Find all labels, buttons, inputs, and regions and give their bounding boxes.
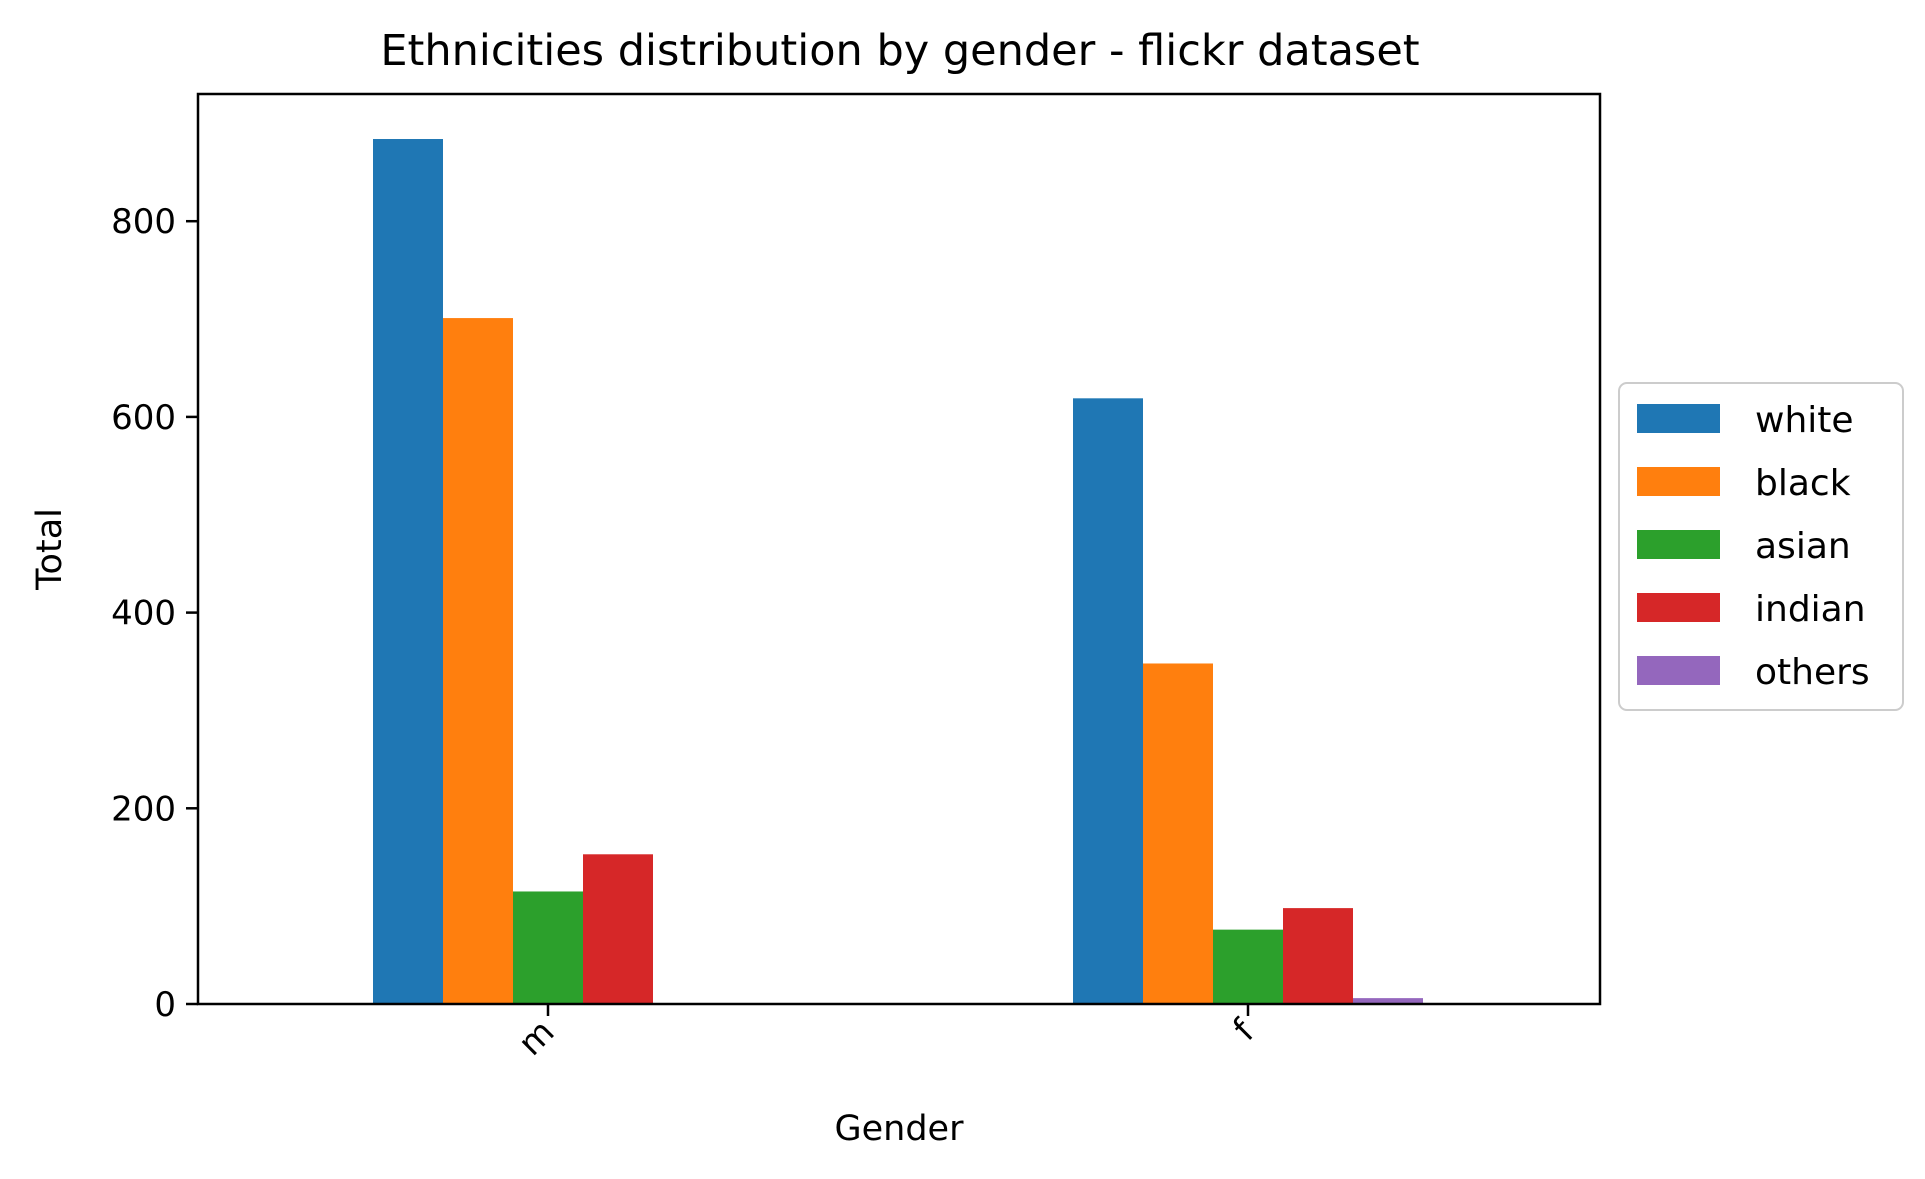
y-axis-label: Total: [30, 508, 70, 591]
bar-white-m: [373, 139, 443, 1005]
legend-swatch: [1637, 593, 1720, 622]
bar-indian-m: [583, 854, 653, 1004]
bar-black-m: [443, 318, 513, 1004]
bar-indian-f: [1283, 908, 1353, 1004]
legend-item-others: others: [1637, 652, 1870, 693]
plot-frame: [196, 92, 1602, 1006]
bars-layer: [373, 139, 1423, 1005]
legend-swatch: [1637, 404, 1720, 433]
legend-label: white: [1755, 400, 1854, 441]
legend-label: others: [1755, 652, 1870, 693]
chart-title: Ethnicities distribution by gender - fli…: [380, 26, 1419, 76]
bar-asian-m: [513, 891, 583, 1004]
x-axis-label: Gender: [835, 1109, 965, 1149]
x-tick-label: m: [511, 1012, 563, 1064]
legend-label: indian: [1755, 589, 1866, 630]
legend-item-white: white: [1637, 400, 1854, 441]
bar-white-f: [1073, 398, 1143, 1004]
bar-black-f: [1143, 663, 1213, 1004]
legend-item-black: black: [1637, 463, 1851, 504]
y-axis: 0 200 400 600 800: [111, 202, 198, 1025]
y-tick-label: 0: [154, 985, 176, 1025]
bar-others-f: [1353, 998, 1423, 1004]
legend-swatch: [1637, 467, 1720, 496]
legend-item-asian: asian: [1637, 526, 1851, 567]
legend-item-indian: indian: [1637, 589, 1866, 630]
legend-swatch: [1637, 530, 1720, 559]
y-tick-label: 200: [111, 789, 176, 829]
x-tick-label: f: [1226, 1011, 1263, 1048]
legend-box: [1618, 382, 1904, 711]
y-tick-label: 800: [111, 202, 176, 242]
bar-asian-f: [1213, 929, 1283, 1004]
y-tick-label: 600: [111, 398, 176, 438]
legend-label: asian: [1755, 526, 1851, 567]
legend-label: black: [1755, 463, 1851, 504]
y-tick-label: 400: [111, 594, 176, 634]
legend: white black asian indian others: [1618, 382, 1904, 711]
legend-swatch: [1637, 656, 1720, 685]
